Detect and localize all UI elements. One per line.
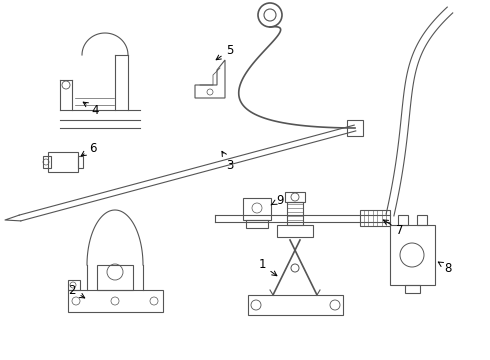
Bar: [97, 265, 133, 290]
Text: 6: 6: [81, 141, 97, 156]
Bar: [360, 210, 390, 226]
Bar: [287, 202, 303, 225]
Bar: [277, 225, 313, 237]
Bar: [68, 290, 163, 312]
Text: 5: 5: [216, 44, 234, 60]
Bar: [405, 285, 420, 293]
Bar: [243, 198, 271, 220]
Text: 4: 4: [83, 102, 99, 117]
Bar: [248, 295, 343, 315]
Bar: [68, 280, 80, 290]
Bar: [43, 156, 51, 168]
Bar: [246, 220, 268, 228]
Text: 9: 9: [271, 194, 284, 207]
Text: 2: 2: [68, 284, 85, 298]
Bar: [48, 152, 78, 172]
Text: 1: 1: [258, 258, 277, 276]
Bar: [78, 156, 83, 168]
Bar: [398, 215, 408, 225]
Text: 8: 8: [438, 261, 452, 274]
Bar: [285, 192, 305, 202]
Bar: [390, 225, 435, 285]
Text: 3: 3: [222, 151, 234, 171]
Text: 7: 7: [383, 220, 404, 237]
Bar: [417, 215, 427, 225]
Bar: [347, 120, 363, 136]
